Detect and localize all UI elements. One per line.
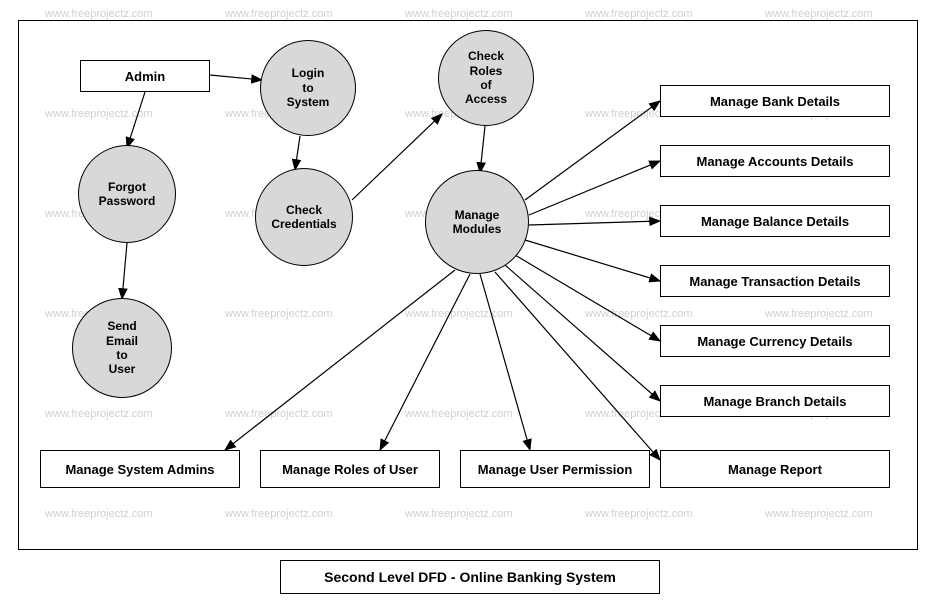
- node-forgot: Forgot Password: [78, 145, 176, 243]
- node-label: Manage Report: [724, 458, 826, 481]
- node-label: Check Credentials: [267, 199, 340, 236]
- watermark-text: www.freeprojectz.com: [585, 8, 693, 20]
- watermark-text: www.freeprojectz.com: [405, 8, 513, 20]
- node-label: Manage Bank Details: [706, 90, 844, 113]
- watermark-text: www.freeprojectz.com: [225, 8, 333, 20]
- node-currency: Manage Currency Details: [660, 325, 890, 357]
- node-sys_admins: Manage System Admins: [40, 450, 240, 488]
- node-accounts: Manage Accounts Details: [660, 145, 890, 177]
- node-report: Manage Report: [660, 450, 890, 488]
- node-check_roles: Check Roles of Access: [438, 30, 534, 126]
- node-roles_user: Manage Roles of User: [260, 450, 440, 488]
- node-send_email: Send Email to User: [72, 298, 172, 398]
- node-admin: Admin: [80, 60, 210, 92]
- node-manage_modules: Manage Modules: [425, 170, 529, 274]
- node-label: Forgot Password: [95, 176, 160, 213]
- node-label: Send Email to User: [102, 315, 142, 381]
- node-bank: Manage Bank Details: [660, 85, 890, 117]
- node-login: Login to System: [260, 40, 356, 136]
- node-label: Manage Branch Details: [699, 390, 850, 413]
- title-label: Second Level DFD - Online Banking System: [324, 569, 616, 585]
- node-label: Manage Modules: [449, 204, 506, 241]
- watermark-text: www.freeprojectz.com: [45, 8, 153, 20]
- node-label: Manage User Permission: [474, 458, 637, 481]
- node-label: Manage Currency Details: [693, 330, 856, 353]
- node-label: Login to System: [283, 62, 334, 113]
- node-branch: Manage Branch Details: [660, 385, 890, 417]
- title-box: Second Level DFD - Online Banking System: [280, 560, 660, 594]
- node-label: Manage Accounts Details: [692, 150, 857, 173]
- node-label: Manage Roles of User: [278, 458, 422, 481]
- watermark-text: www.freeprojectz.com: [765, 8, 873, 20]
- node-check_cred: Check Credentials: [255, 168, 353, 266]
- node-transaction: Manage Transaction Details: [660, 265, 890, 297]
- node-label: Check Roles of Access: [461, 45, 511, 111]
- node-label: Manage System Admins: [61, 458, 218, 481]
- node-balance: Manage Balance Details: [660, 205, 890, 237]
- node-label: Manage Transaction Details: [685, 270, 864, 293]
- node-label: Manage Balance Details: [697, 210, 853, 233]
- node-label: Admin: [121, 65, 169, 88]
- node-user_perm: Manage User Permission: [460, 450, 650, 488]
